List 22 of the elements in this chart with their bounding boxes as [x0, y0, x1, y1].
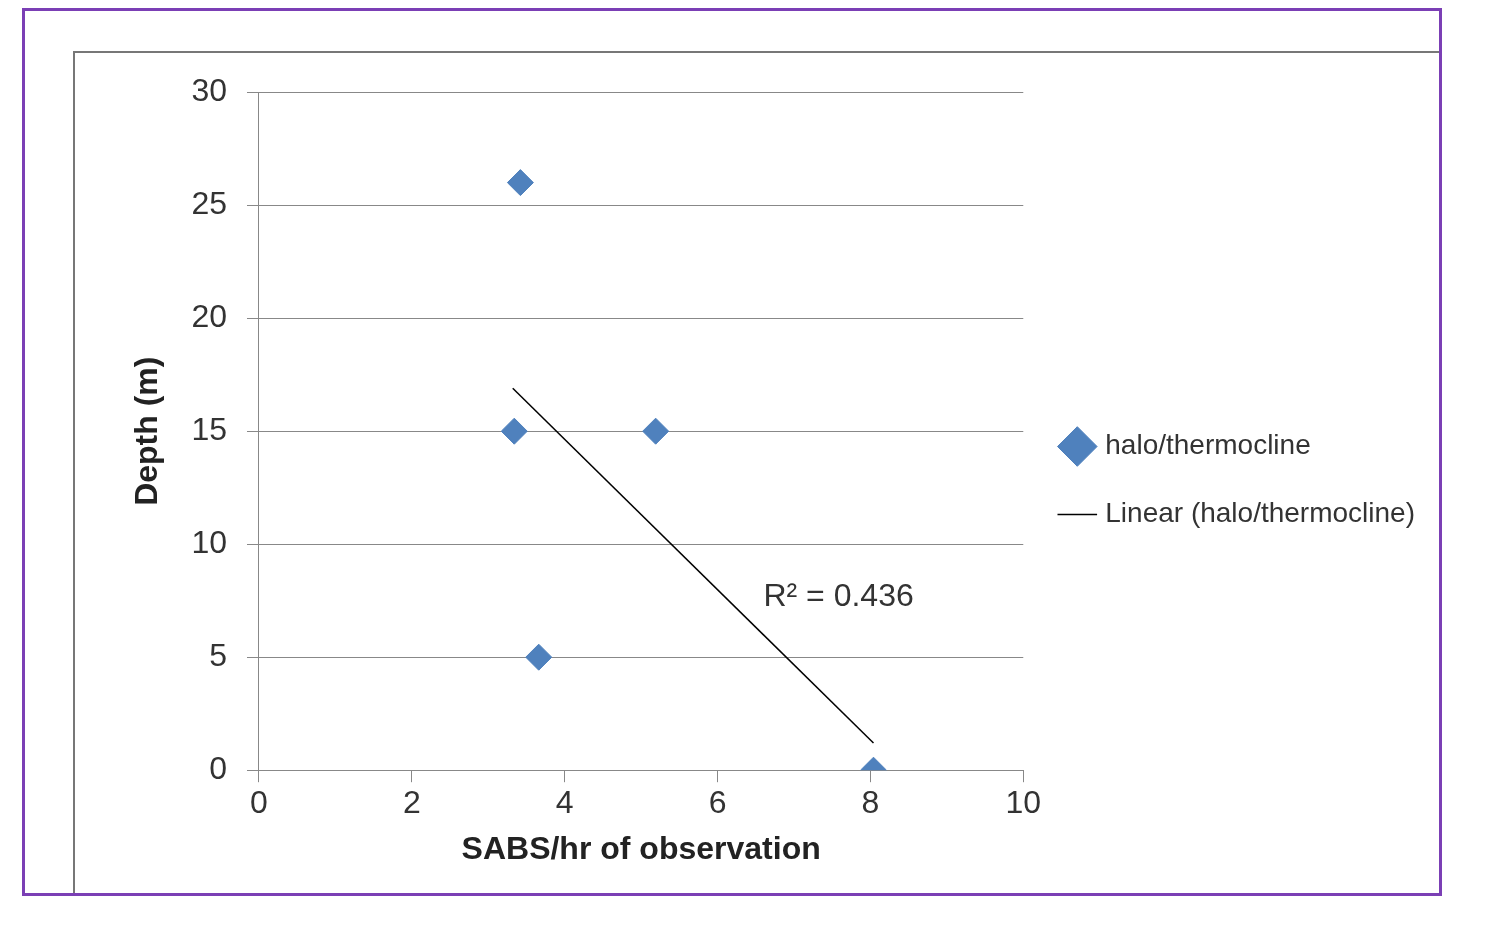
y-axis-title: Depth (m)	[128, 356, 165, 506]
point	[506, 169, 534, 197]
x-tick-label: 8	[861, 784, 880, 821]
x-tick-label: 2	[402, 784, 421, 821]
x-axis-title: SABS/hr of observation	[461, 829, 821, 866]
x-tick-label: 6	[708, 784, 727, 821]
y-tick-label: 30	[191, 72, 227, 109]
y-tick-label: 25	[191, 185, 227, 222]
y-tick-label: 10	[191, 524, 227, 561]
x-tick-label: 0	[250, 784, 268, 821]
legend-label: Linear (halo/thermocline)	[1105, 497, 1416, 529]
annotation: R² = 0.436	[763, 577, 914, 614]
point	[642, 417, 670, 445]
y-tick-label: 20	[191, 298, 227, 335]
legend-label: halo/thermocline	[1105, 429, 1311, 461]
x-tick-label: 10	[1005, 784, 1042, 821]
point	[525, 643, 553, 671]
x-tick-label: 4	[555, 784, 574, 821]
y-tick-label: 0	[209, 750, 227, 787]
y-tick-label: 5	[209, 637, 227, 674]
point	[500, 417, 528, 445]
y-tick-label: 15	[191, 411, 227, 448]
